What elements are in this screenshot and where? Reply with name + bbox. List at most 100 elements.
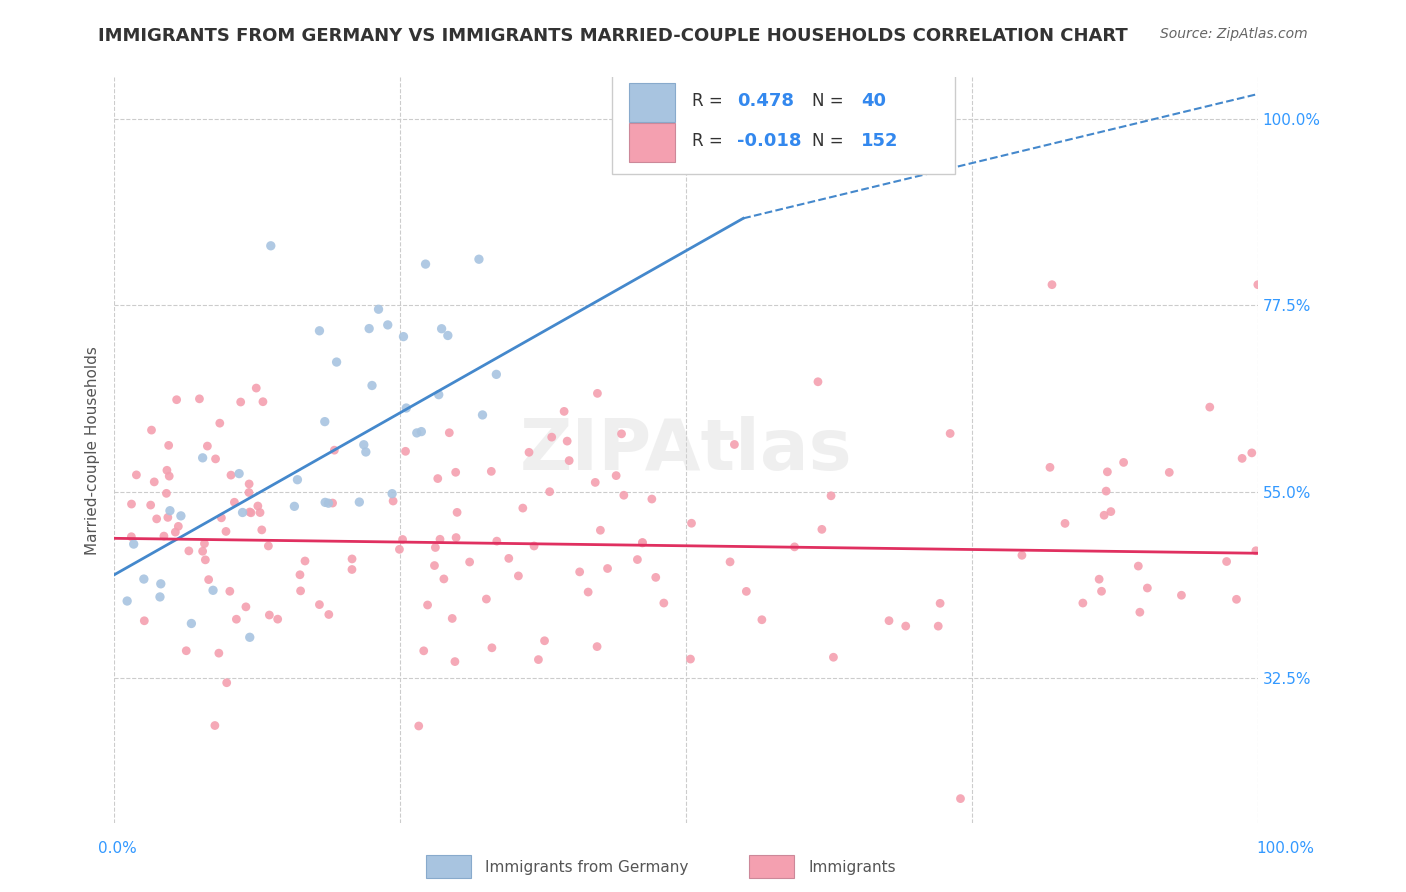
Point xyxy=(377,318,399,332)
Point xyxy=(811,522,834,536)
Point xyxy=(576,585,599,599)
Point xyxy=(259,607,281,622)
Point xyxy=(145,512,167,526)
Point xyxy=(1071,596,1094,610)
Point xyxy=(245,381,267,395)
Point xyxy=(240,506,263,520)
Point xyxy=(159,504,181,518)
Point xyxy=(415,257,437,271)
Point xyxy=(1136,581,1159,595)
Point xyxy=(444,655,467,669)
Point xyxy=(388,542,411,557)
FancyBboxPatch shape xyxy=(628,123,675,161)
Point xyxy=(589,523,612,537)
Point xyxy=(1198,400,1220,414)
Point xyxy=(1170,588,1192,602)
Point xyxy=(718,555,741,569)
Point xyxy=(475,592,498,607)
Point xyxy=(498,551,520,566)
Point xyxy=(1225,592,1247,607)
Point xyxy=(120,530,142,544)
Text: 0.478: 0.478 xyxy=(738,92,794,111)
Text: 0.0%: 0.0% xyxy=(98,841,138,856)
Point xyxy=(208,416,231,430)
Point xyxy=(1247,277,1270,292)
Point xyxy=(481,640,503,655)
Text: -0.018: -0.018 xyxy=(738,132,801,150)
Point xyxy=(681,516,703,531)
Point xyxy=(225,612,247,626)
Point xyxy=(249,506,271,520)
Point xyxy=(354,445,377,459)
Point xyxy=(155,486,177,500)
Point xyxy=(540,430,562,444)
Point xyxy=(139,498,162,512)
Point xyxy=(353,438,375,452)
Point xyxy=(437,328,460,343)
Text: IMMIGRANTS FROM GERMANY VS IMMIGRANTS MARRIED-COUPLE HOUSEHOLDS CORRELATION CHAR: IMMIGRANTS FROM GERMANY VS IMMIGRANTS MA… xyxy=(98,27,1128,45)
Point xyxy=(122,537,145,551)
Point xyxy=(323,443,346,458)
Point xyxy=(568,565,591,579)
Point xyxy=(1099,505,1122,519)
Point xyxy=(143,475,166,489)
Point xyxy=(441,611,464,625)
Point xyxy=(392,329,415,343)
Point xyxy=(283,500,305,514)
Point xyxy=(430,322,453,336)
Point xyxy=(485,368,508,382)
Point xyxy=(1215,555,1237,569)
Point xyxy=(149,590,172,604)
Point xyxy=(820,489,842,503)
Point xyxy=(652,596,675,610)
Point xyxy=(193,536,215,550)
FancyBboxPatch shape xyxy=(426,855,471,878)
Point xyxy=(208,646,231,660)
Point xyxy=(479,464,502,478)
Point xyxy=(191,544,214,558)
Point xyxy=(125,467,148,482)
Point xyxy=(391,533,413,547)
Point xyxy=(1039,460,1062,475)
Point xyxy=(166,392,188,407)
Point xyxy=(246,499,269,513)
Point xyxy=(235,599,257,614)
Point xyxy=(894,619,917,633)
Point xyxy=(257,539,280,553)
Point xyxy=(290,583,312,598)
FancyBboxPatch shape xyxy=(628,84,675,122)
Point xyxy=(239,505,262,519)
Point xyxy=(394,444,416,458)
Point xyxy=(429,533,451,547)
Point xyxy=(177,544,200,558)
Point xyxy=(167,519,190,533)
Point xyxy=(382,494,405,508)
Point xyxy=(527,652,550,666)
Point xyxy=(1092,508,1115,523)
Point xyxy=(239,630,262,644)
Point xyxy=(325,355,347,369)
Text: 100.0%: 100.0% xyxy=(1257,841,1315,856)
Point xyxy=(194,553,217,567)
Point xyxy=(149,577,172,591)
Point xyxy=(517,445,540,459)
Point xyxy=(596,561,619,575)
Point xyxy=(538,484,561,499)
Point xyxy=(215,524,238,539)
Point xyxy=(555,434,578,449)
Point xyxy=(191,450,214,465)
Point xyxy=(157,438,180,452)
Point xyxy=(679,652,702,666)
Point xyxy=(250,523,273,537)
Point xyxy=(1040,277,1063,292)
Point xyxy=(412,644,434,658)
Point xyxy=(485,534,508,549)
Point xyxy=(308,324,330,338)
Point xyxy=(613,488,636,502)
FancyBboxPatch shape xyxy=(612,70,955,175)
Point xyxy=(359,321,381,335)
Point xyxy=(877,614,900,628)
Point xyxy=(644,570,666,584)
Point xyxy=(783,540,806,554)
FancyBboxPatch shape xyxy=(749,855,794,878)
